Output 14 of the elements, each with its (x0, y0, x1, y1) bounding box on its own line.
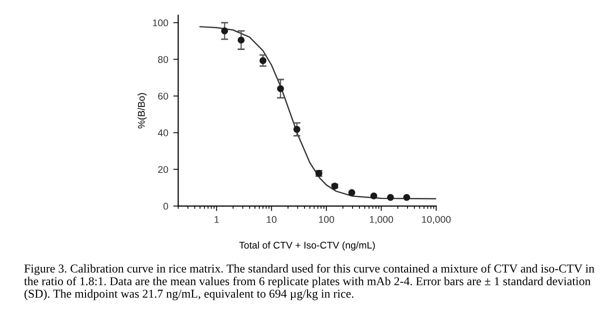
caption: Figure 3. Calibration curve in rice matrix. The standard used for this curve contained a mixture of CTV and iso-CTV in the ratio of 1.8:1. Data are the mean values from 6 replicate plates with mAb 2-4. Error bars are ± 1 standard deviation (SD). The midpoint was 21.7 ng/mL, equivalent to 694 µg/kg in rice. (24, 264, 594, 300)
x-tick-label: 1 (214, 216, 219, 223)
y-tick-label: 40 (158, 129, 168, 136)
x-tick-label: 10 (266, 216, 277, 223)
y-tick-label: 20 (158, 166, 168, 173)
x-axis-title: Total of CTV + Iso-CTV (ng/mL) (239, 241, 375, 251)
y-tick-label: 100 (153, 19, 168, 26)
y-axis-title: %(B/Bo) (138, 93, 147, 128)
x-tick-label: 100 (319, 216, 334, 223)
x-tick-label: 1,000 (370, 216, 394, 224)
y-tick-label: 80 (158, 56, 168, 63)
y-tick-label: 0 (163, 202, 168, 210)
y-tick-label: 60 (158, 92, 168, 100)
x-tick-label: 10,000 (422, 216, 451, 224)
